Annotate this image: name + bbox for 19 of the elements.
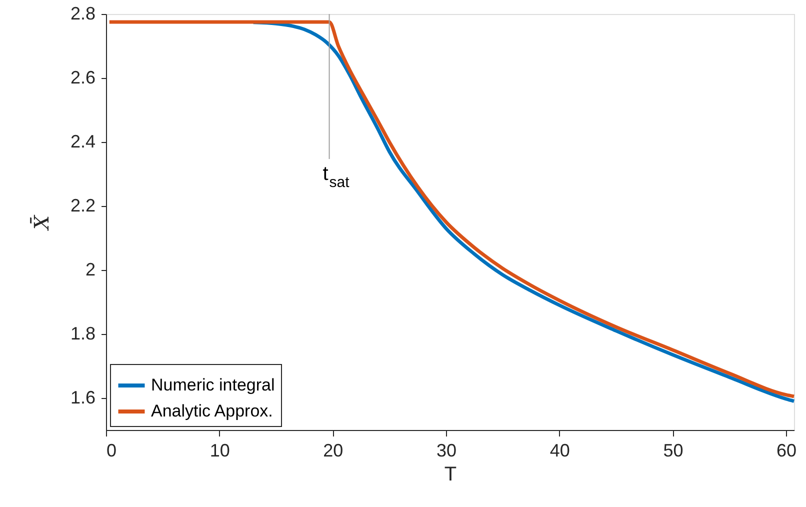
x-tick-label: 30 — [436, 440, 457, 460]
y-axis-title: X̄ — [29, 214, 54, 232]
y-tick-label: 2.8 — [70, 4, 96, 24]
x-axis-title: T — [444, 464, 457, 486]
y-tick-label: 2.2 — [70, 196, 96, 216]
x-tick-label: 0 — [106, 440, 117, 460]
x-tick-label: 50 — [663, 440, 684, 460]
line-series — [108, 20, 796, 398]
legend-label: Numeric integral — [151, 376, 275, 394]
x-tick-label: 40 — [550, 440, 570, 460]
x-tick-label: 60 — [776, 440, 797, 460]
y-tick-label: 1.6 — [70, 388, 96, 408]
y-tick-label: 2.4 — [70, 132, 96, 152]
y-tick-label: 1.8 — [70, 324, 96, 344]
x-tick-label: 10 — [210, 440, 230, 460]
y-tick-label: 2.6 — [70, 68, 96, 88]
y-tick-label: 2 — [85, 260, 96, 280]
x-tick-label: 20 — [323, 440, 344, 460]
legend-label: Analytic Approx. — [151, 402, 273, 420]
